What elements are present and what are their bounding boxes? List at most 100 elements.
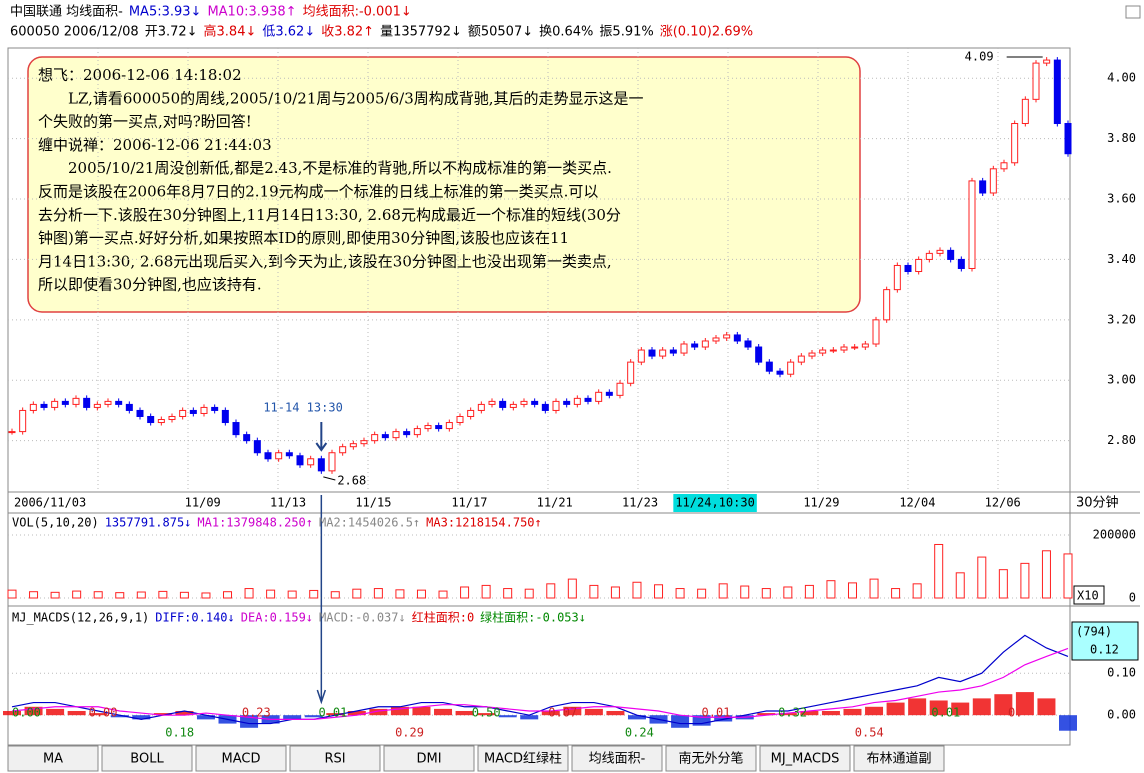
x-tick-label: 11/29 bbox=[803, 496, 839, 510]
x-tick-label: 2006/11/03 bbox=[14, 496, 86, 510]
tab[interactable] bbox=[571, 745, 663, 772]
macd-bar bbox=[283, 715, 302, 720]
header-text: 中国联通 均线面积- bbox=[10, 5, 123, 20]
volume-bar bbox=[524, 588, 534, 599]
high-label: 4.09 bbox=[965, 50, 994, 64]
candle bbox=[701, 340, 709, 348]
candle bbox=[936, 249, 944, 254]
volume-bar bbox=[115, 592, 125, 599]
volume-bar bbox=[460, 586, 470, 599]
tab[interactable] bbox=[665, 745, 757, 772]
candle bbox=[872, 319, 880, 345]
area-label: 0.01 bbox=[318, 706, 347, 720]
candle bbox=[648, 349, 656, 357]
candle bbox=[787, 361, 795, 375]
candle bbox=[61, 400, 69, 405]
volume-bar bbox=[610, 586, 620, 599]
volume-bar bbox=[287, 590, 297, 599]
volume-bar bbox=[783, 586, 793, 599]
macd-bar bbox=[46, 708, 65, 716]
volume-bar bbox=[740, 585, 750, 599]
window-button[interactable] bbox=[1125, 5, 1141, 19]
volume-bar bbox=[998, 569, 1008, 599]
tab[interactable] bbox=[289, 745, 381, 772]
x-tick-label: 11/24,10:30 bbox=[675, 496, 754, 510]
candle bbox=[691, 343, 699, 348]
x-tick-label: 12/04 bbox=[899, 496, 935, 510]
candle bbox=[733, 334, 741, 342]
area-label: 0.24 bbox=[625, 726, 654, 740]
area-label: 0. bbox=[1008, 706, 1022, 720]
macd-bar bbox=[520, 715, 539, 720]
note-text: LZ,请看600050的周线,2005/10/21周与2005/6/3周构成背驰… bbox=[38, 89, 644, 107]
header-text: 红柱面积:0 bbox=[412, 610, 474, 625]
candle bbox=[317, 458, 325, 472]
macd-bar bbox=[369, 708, 388, 716]
header-text: MACD:-0.037↓ bbox=[319, 611, 406, 625]
candle bbox=[957, 258, 965, 269]
candle bbox=[552, 400, 560, 411]
macd-bar bbox=[477, 713, 496, 716]
macd-bar bbox=[153, 713, 172, 716]
area-label: 0.07 bbox=[548, 706, 577, 720]
macd-bar bbox=[3, 710, 21, 716]
candle bbox=[19, 409, 27, 433]
candle bbox=[189, 409, 197, 414]
volume-bar bbox=[804, 584, 814, 599]
header-text: 1357791.875↓ bbox=[105, 516, 192, 530]
area-label: 0.00 bbox=[89, 706, 118, 720]
candle bbox=[947, 249, 955, 260]
note-text: 反而是该股在2006年8月7日的2.19元构成一个标准的日线上标准的第一类买点.… bbox=[38, 183, 598, 201]
tab[interactable] bbox=[759, 745, 851, 772]
macd-bar bbox=[390, 706, 409, 716]
macd-bar bbox=[1059, 715, 1077, 731]
volume-bar bbox=[632, 581, 642, 599]
candle bbox=[637, 349, 645, 363]
tab[interactable] bbox=[477, 745, 569, 772]
header-text: MA3:1218154.750↑ bbox=[426, 516, 542, 530]
volume-bar bbox=[503, 588, 513, 599]
header-text: 换0.64% bbox=[539, 25, 593, 40]
candle bbox=[40, 403, 48, 408]
tab[interactable] bbox=[195, 745, 287, 772]
candle bbox=[851, 346, 859, 349]
tab-label: BOLL bbox=[130, 752, 164, 767]
y-tick-label: 0.10 bbox=[1107, 666, 1136, 680]
candle bbox=[1032, 62, 1040, 100]
tab[interactable] bbox=[101, 745, 193, 772]
volume-bar bbox=[7, 589, 17, 599]
candle bbox=[125, 403, 133, 411]
macd-bar bbox=[498, 715, 517, 718]
tab-label: MACD红绿柱 bbox=[484, 751, 562, 767]
tab-label: MACD bbox=[222, 752, 261, 767]
area-label: 0.01 bbox=[931, 706, 960, 720]
y-tick-label: 3.60 bbox=[1107, 192, 1136, 206]
candle bbox=[883, 289, 891, 321]
tab-label: 均线面积- bbox=[589, 752, 646, 767]
volume-bar bbox=[309, 589, 319, 599]
tab[interactable] bbox=[383, 745, 475, 772]
tab[interactable] bbox=[7, 745, 99, 772]
volume-bar bbox=[330, 591, 340, 599]
macd-bar bbox=[757, 713, 776, 716]
tab[interactable] bbox=[853, 745, 945, 772]
candle bbox=[477, 403, 485, 411]
candle bbox=[573, 397, 581, 405]
volume-bar bbox=[761, 588, 771, 599]
tab-label: DMI bbox=[416, 752, 441, 767]
candle bbox=[179, 409, 187, 417]
pointer bbox=[323, 476, 336, 481]
candle bbox=[968, 180, 976, 269]
y-tick-label: 3.00 bbox=[1107, 373, 1136, 387]
macd-bar bbox=[304, 715, 323, 718]
macd-bar bbox=[627, 715, 646, 720]
volume-bar bbox=[891, 588, 901, 599]
header-text: MA10:3.938↑ bbox=[207, 5, 296, 20]
macd-bar bbox=[89, 713, 108, 716]
area-label: 0.01 bbox=[702, 706, 731, 720]
period-label: 30分钟 bbox=[1076, 495, 1119, 511]
volume-bar bbox=[826, 580, 836, 599]
header-text: MJ_MACDS(12,26,9,1) bbox=[12, 611, 149, 625]
volume-bar bbox=[654, 584, 664, 599]
header-text: 均线面积:-0.001↓ bbox=[303, 5, 412, 20]
